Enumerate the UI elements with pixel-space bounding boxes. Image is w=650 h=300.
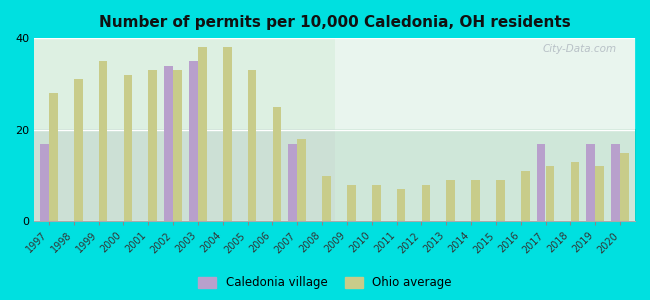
Title: Number of permits per 10,000 Caledonia, OH residents: Number of permits per 10,000 Caledonia, … (99, 15, 570, 30)
Bar (173, 70, 182, 221)
Bar (49, 93, 58, 221)
Bar (164, 66, 173, 221)
Bar (611, 143, 620, 221)
Bar (347, 185, 356, 221)
Bar (471, 180, 480, 221)
Bar (521, 171, 530, 221)
Bar (99, 61, 107, 221)
Bar (297, 139, 306, 221)
Bar (372, 185, 380, 221)
Bar (322, 176, 331, 221)
Bar (537, 143, 545, 221)
Bar (546, 167, 554, 221)
Bar (586, 143, 595, 221)
Bar (620, 153, 629, 221)
Bar (189, 61, 198, 221)
Bar (124, 75, 132, 221)
Bar (289, 143, 297, 221)
Bar (496, 180, 505, 221)
Bar (571, 162, 579, 221)
Bar (40, 143, 49, 221)
Bar (248, 70, 256, 221)
Bar (595, 167, 604, 221)
Bar (148, 70, 157, 221)
Bar (223, 47, 231, 221)
Bar (74, 80, 83, 221)
Text: City-Data.com: City-Data.com (543, 44, 617, 54)
Bar (447, 180, 455, 221)
Bar (272, 107, 281, 221)
Bar (396, 189, 406, 221)
Bar (422, 185, 430, 221)
Bar (198, 47, 207, 221)
Legend: Caledonia village, Ohio average: Caledonia village, Ohio average (194, 272, 456, 294)
